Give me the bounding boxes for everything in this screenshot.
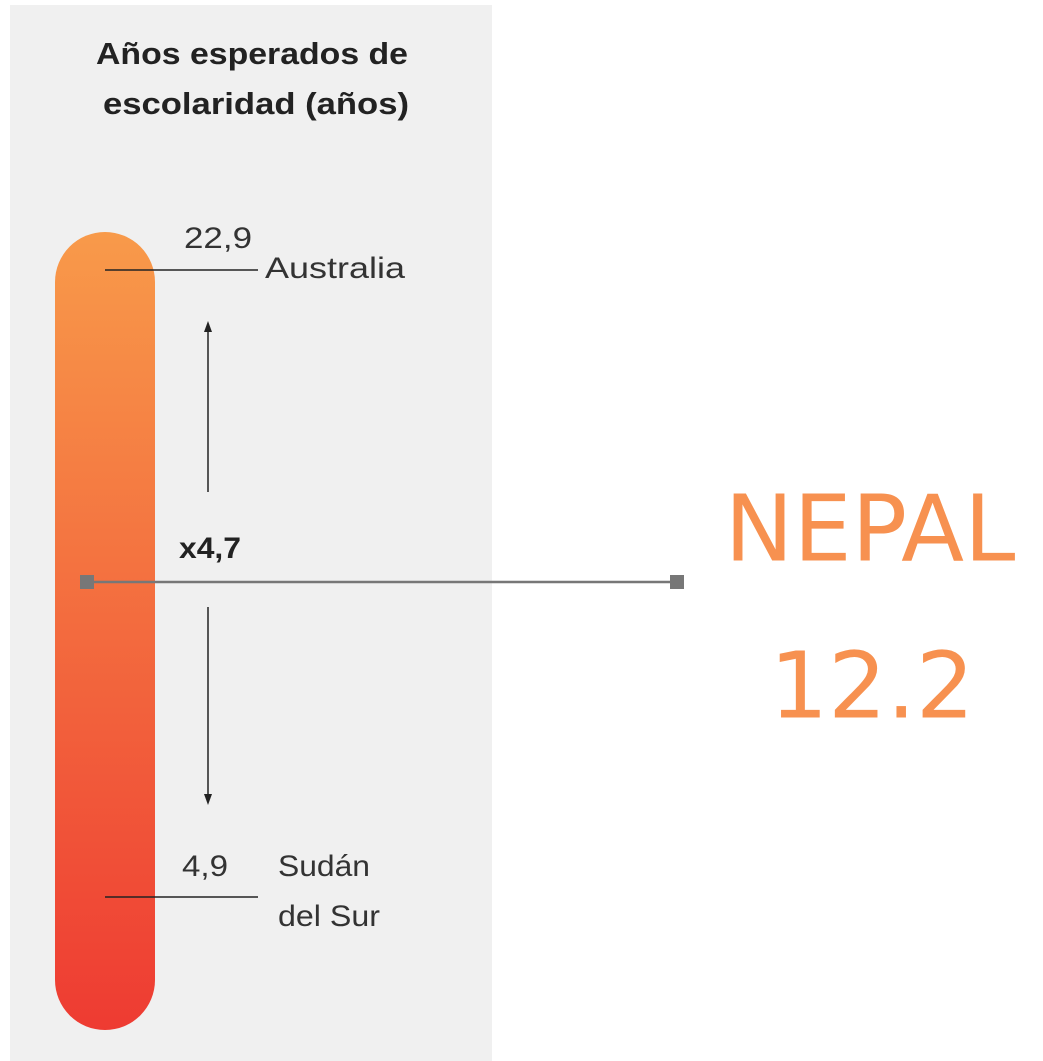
ratio-label: x4,7	[179, 532, 241, 565]
highlight-value: 12.2	[770, 632, 975, 739]
bottom-country: Sudán	[278, 850, 370, 883]
top-country: Australia	[265, 252, 405, 285]
bottom-value: 4,9	[182, 850, 228, 883]
range-bar	[55, 232, 155, 1030]
bottom-country: del Sur	[278, 900, 380, 933]
connector-end	[80, 575, 94, 589]
panel-title: escolaridad (años)	[103, 86, 409, 121]
highlight-country: NEPAL	[725, 475, 1016, 582]
arrow-head	[204, 794, 212, 805]
arrow-head	[204, 321, 212, 332]
connector-end	[670, 575, 684, 589]
top-value: 22,9	[184, 222, 252, 255]
panel-title: Años esperados de	[96, 36, 408, 71]
